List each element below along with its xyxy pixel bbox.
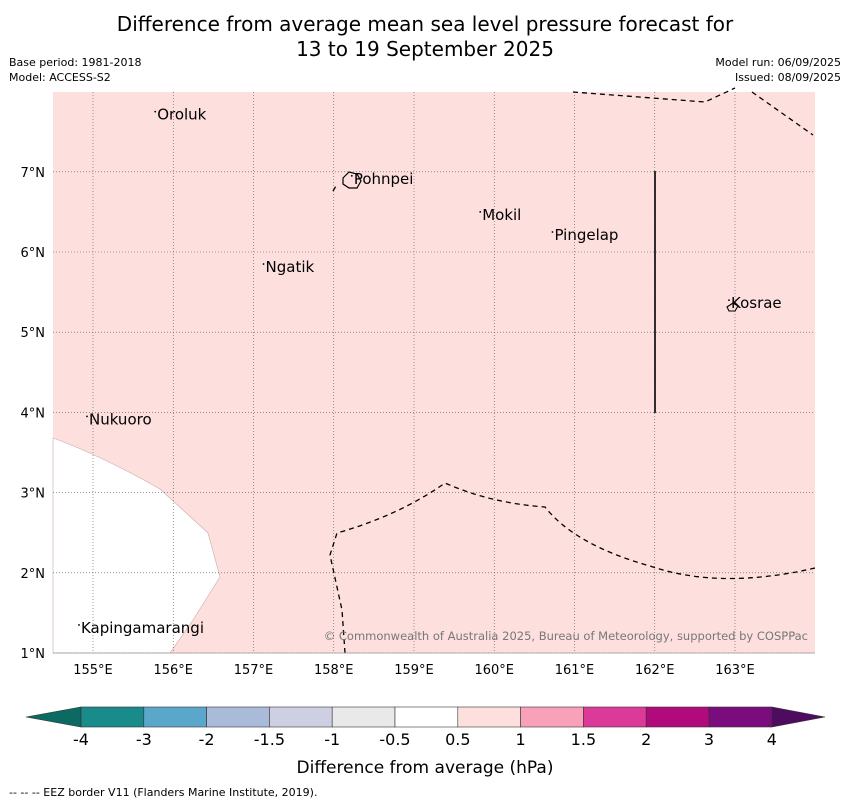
legend-color-swatch: [520, 706, 584, 728]
island-marker: [86, 415, 88, 418]
legend-tick-label: -3: [136, 730, 152, 749]
longitude-tick-label: 159°E: [394, 663, 434, 678]
pohnpei-island-icon: [342, 171, 362, 189]
longitude-tick-label: 157°E: [234, 663, 274, 678]
place-label: Ngatik: [266, 258, 315, 276]
longitude-tick-label: 155°E: [73, 663, 113, 678]
legend-tick-label: 0.5: [445, 730, 470, 749]
place-label: Pohnpei: [354, 170, 414, 188]
legend-color-swatch: [331, 706, 396, 728]
legend-tick-label: -0.5: [379, 730, 410, 749]
legend-tick-label: 1: [516, 730, 526, 749]
title-line-1: Difference from average mean sea level p…: [116, 12, 734, 36]
model-name: Model: ACCESS-S2: [9, 71, 111, 84]
map-title: Difference from average mean sea level p…: [0, 12, 850, 62]
island-marker: [728, 299, 730, 302]
legend-tick-label: 3: [704, 730, 714, 749]
place-label: Kosrae: [731, 294, 782, 312]
axis-labels: 155°E 156°E 157°E 158°E 159°E 160°E 161°E 162°E…: [21, 166, 755, 678]
legend-color-swatch: [394, 706, 459, 728]
island-marker: [479, 211, 482, 213]
latitude-tick-label: 4°N: [21, 406, 46, 421]
legend-tick-label: -1: [324, 730, 340, 749]
place-label: Nukuoro: [89, 410, 152, 428]
legend-color-swatch: [143, 706, 207, 728]
latitude-tick-label: 3°N: [21, 487, 46, 502]
island-marker: [350, 174, 353, 177]
island-marker: [78, 624, 80, 626]
legend-tick-label: 1.5: [571, 730, 596, 749]
eez-border-northeast: [751, 91, 814, 136]
legend-tick-label: -2: [199, 730, 215, 749]
legend-label: Difference from average (hPa): [297, 758, 554, 778]
latitude-tick-label: 7°N: [21, 166, 46, 181]
legend-color-swatch: [583, 706, 647, 728]
copyright-notice: © Commonwealth of Australia 2025, Bureau…: [324, 629, 808, 643]
longitude-tick-label: 162°E: [635, 663, 675, 678]
place-label: Kapingamarangi: [81, 619, 204, 637]
model-run: Model run: 06/09/2025: [715, 56, 841, 69]
eez-border-north: [572, 87, 736, 103]
legend-color-swatch: [269, 706, 333, 728]
eez-borders: [329, 87, 816, 654]
longitude-tick-label: 156°E: [153, 663, 193, 678]
issued-date: Issued: 08/09/2025: [734, 71, 841, 84]
legend-tick-label: 2: [641, 730, 651, 749]
longitude-tick-label: 163°E: [715, 663, 755, 678]
near-normal-region: [52, 437, 221, 654]
island-marker: [551, 231, 554, 233]
eez-border-south: [329, 482, 816, 654]
island-marker: [262, 263, 265, 265]
legend-color-swatch: [80, 706, 145, 728]
latitude-tick-label: 5°N: [21, 326, 46, 341]
legend-colorbar: -4 -3 -2 -1.5 -1 -0.5 0.5 1 1.5 2 3 4: [25, 706, 826, 749]
longitude-tick-label: 161°E: [555, 663, 595, 678]
legend-color-swatch: [708, 706, 773, 728]
title-line-2: 13 to 19 September 2025: [296, 37, 554, 61]
base-period: Base period: 1981-2018: [9, 56, 142, 69]
legend-low-extension: [25, 706, 82, 728]
legend-tick-label: -1.5: [254, 730, 285, 749]
latitude-tick-label: 1°N: [21, 647, 46, 662]
legend-color-swatch: [645, 706, 710, 728]
longitude-tick-label: 158°E: [314, 663, 354, 678]
legend-tick-label: 4: [767, 730, 777, 749]
longitude-tick-label: 160°E: [474, 663, 514, 678]
legend-high-extension: [771, 706, 826, 728]
kosrae-island-icon: [726, 302, 739, 312]
metadata-left: Base period: 1981-2018 Model: ACCESS-S2: [9, 55, 141, 85]
place-labels: Oroluk Pohnpei Mokil Pingelap Ngatik Kosrae Nu…: [78, 106, 782, 637]
legend-color-swatch: [457, 706, 521, 728]
legend-tick-label: -4: [73, 730, 89, 749]
eez-source-note: -- -- -- EEZ border V11 (Flanders Marine…: [9, 786, 318, 799]
place-label: Mokil: [482, 206, 521, 224]
latitude-tick-label: 2°N: [21, 567, 46, 582]
place-label: Oroluk: [157, 106, 206, 124]
place-label: Pingelap: [554, 226, 618, 244]
legend-color-swatch: [206, 706, 270, 728]
eez-border-pohnpei: [332, 185, 337, 192]
island-marker: [154, 110, 157, 113]
latitude-tick-label: 6°N: [21, 246, 46, 261]
metadata-right: Model run: 06/09/2025 Issued: 08/09/2025: [715, 55, 841, 85]
